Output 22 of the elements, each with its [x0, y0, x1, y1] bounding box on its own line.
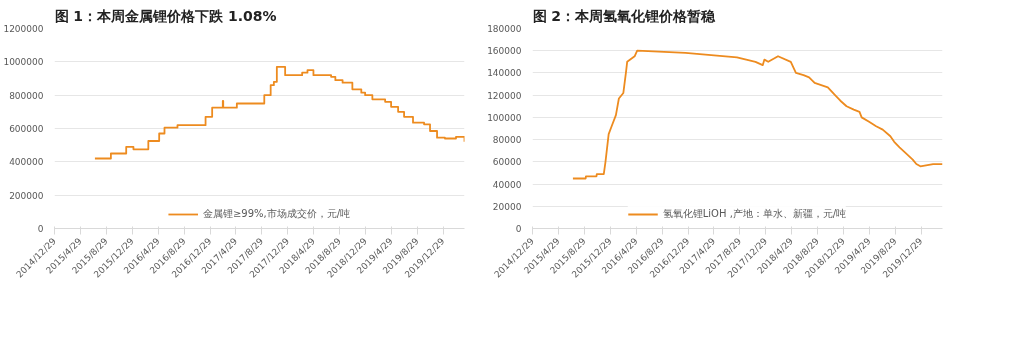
- chart-title: 图 1：本周金属锂价格下跌 1.08%: [54, 7, 277, 24]
- y-tick-label: 40000: [492, 179, 522, 190]
- y-tick-label: 0: [37, 224, 44, 234]
- y-tick-label: 60000: [492, 157, 522, 168]
- y-tick-label: 180000: [487, 24, 522, 34]
- y-tick-label: 160000: [487, 46, 522, 57]
- y-tick-label: 140000: [487, 68, 522, 79]
- y-tick-label: 0: [515, 224, 522, 234]
- legend-label: 氢氧化锂LiOH ,产地：单水、新疆，元/吨: [662, 207, 847, 221]
- y-tick-label: 120000: [487, 90, 522, 101]
- chart-title: 图 2：本周氢氧化锂价格暂稳: [532, 7, 717, 24]
- y-tick-label: 1200000: [3, 24, 44, 34]
- legend-label: 金属锂≥99%,市场成交价，元/吨: [202, 207, 351, 221]
- y-tick-label: 600000: [9, 124, 44, 134]
- line-series: [572, 49, 943, 180]
- y-tick-label: 1000000: [3, 57, 44, 68]
- y-tick-label: 20000: [492, 201, 522, 212]
- y-tick-label: 400000: [9, 157, 44, 168]
- y-tick-label: 800000: [9, 90, 44, 101]
- y-tick-label: 200000: [9, 190, 44, 201]
- y-tick-label: 100000: [487, 112, 522, 123]
- y-tick-label: 80000: [492, 135, 522, 146]
